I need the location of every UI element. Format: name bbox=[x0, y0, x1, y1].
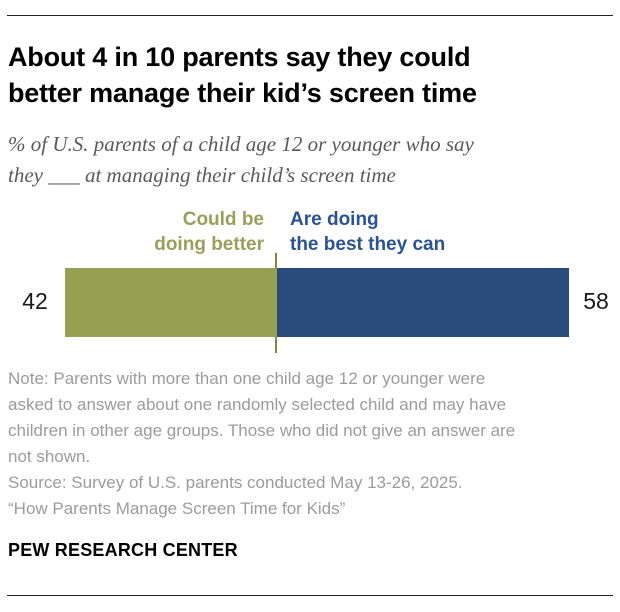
value-label-best-they-can: 58 bbox=[583, 288, 609, 314]
legend-label-best-they-can: Are doing the best they can bbox=[290, 207, 445, 257]
chart-subtitle-line-2: they ___ at managing their child’s scree… bbox=[8, 163, 396, 187]
value-label-could-be-doing-better: 42 bbox=[22, 288, 48, 314]
legend-could-be-line-2: doing better bbox=[154, 234, 264, 255]
chart-subtitle: % of U.S. parents of a child age 12 or y… bbox=[8, 129, 474, 191]
report-title-quote: “How Parents Manage Screen Time for Kids… bbox=[8, 499, 346, 518]
note-line-3: children in other age groups. Those who … bbox=[8, 421, 516, 440]
chart-title: About 4 in 10 parents say they could bet… bbox=[8, 39, 477, 111]
bar-segment-best-they-can bbox=[276, 268, 569, 337]
chart-subtitle-line-1: % of U.S. parents of a child age 12 or y… bbox=[8, 132, 474, 156]
legend-best-they-can-line-2: the best they can bbox=[290, 234, 446, 255]
chart-title-line-1: About 4 in 10 parents say they could bbox=[8, 42, 471, 72]
bar-segment-could-be-doing-better bbox=[65, 268, 277, 337]
bottom-divider-rule bbox=[7, 595, 613, 596]
legend-could-be-line-1: Could be bbox=[182, 209, 264, 230]
top-divider-rule bbox=[7, 15, 613, 16]
stacked-bar bbox=[65, 268, 569, 337]
pew-research-center-wordmark: PEW RESEARCH CENTER bbox=[8, 540, 238, 560]
chart-title-line-2: better manage their kid’s screen time bbox=[8, 78, 477, 108]
source-line: Source: Survey of U.S. parents conducted… bbox=[8, 473, 463, 492]
note-line-4: not shown. bbox=[8, 447, 91, 466]
note-line-2: asked to answer about one randomly selec… bbox=[8, 395, 507, 414]
legend-label-could-be-doing-better: Could be doing better bbox=[0, 207, 264, 257]
legend-best-they-can-line-1: Are doing bbox=[290, 209, 379, 230]
note-line-1: Note: Parents with more than one child a… bbox=[8, 369, 486, 388]
note-text: Note: Parents with more than one child a… bbox=[8, 366, 515, 522]
